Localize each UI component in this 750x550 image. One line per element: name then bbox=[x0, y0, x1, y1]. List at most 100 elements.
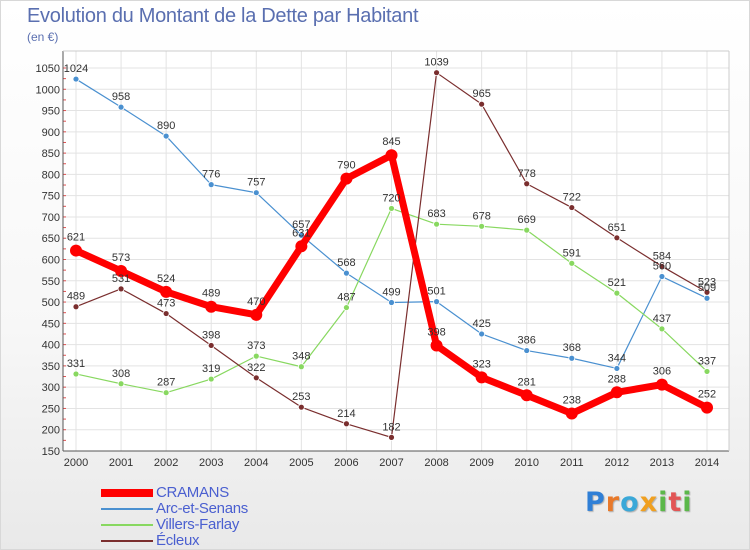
data-point-villers-farlay bbox=[117, 380, 125, 388]
data-label-ecleux: 489 bbox=[67, 291, 85, 303]
data-point-cramans bbox=[115, 264, 128, 277]
data-point-cramans bbox=[475, 371, 488, 384]
data-label-arc-et-senans: 890 bbox=[157, 120, 175, 132]
data-label-arc-et-senans: 776 bbox=[202, 169, 220, 181]
data-point-arc-et-senans bbox=[658, 273, 666, 280]
data-point-villers-farlay bbox=[703, 368, 711, 375]
data-label-ecleux: 531 bbox=[112, 273, 130, 285]
data-point-ecleux bbox=[523, 180, 531, 188]
data-label-ecleux: 253 bbox=[292, 391, 310, 403]
data-point-ecleux bbox=[252, 374, 260, 382]
data-point-villers-farlay bbox=[162, 389, 170, 397]
data-label-ecleux: 523 bbox=[698, 276, 716, 288]
x-tick-label: 2009 bbox=[469, 457, 493, 469]
y-tick-label: 900 bbox=[42, 127, 60, 139]
data-label-cramans: 252 bbox=[698, 389, 716, 401]
data-label-arc-et-senans: 657 bbox=[292, 219, 310, 231]
data-label-arc-et-senans: 560 bbox=[653, 261, 671, 273]
data-point-ecleux bbox=[297, 403, 305, 411]
chart-subtitle: (en €) bbox=[27, 30, 59, 44]
data-point-ecleux bbox=[117, 285, 125, 293]
x-tick-label: 2002 bbox=[154, 457, 178, 469]
data-point-cramans bbox=[205, 300, 218, 313]
y-tick-label: 1000 bbox=[36, 84, 60, 96]
y-tick-label: 600 bbox=[42, 255, 60, 267]
data-point-ecleux bbox=[433, 69, 440, 77]
data-point-ecleux bbox=[72, 303, 80, 311]
data-label-cramans: 790 bbox=[337, 160, 355, 172]
data-point-ecleux bbox=[478, 100, 486, 108]
logo-letter: r bbox=[605, 487, 621, 518]
data-label-cramans: 281 bbox=[518, 376, 536, 388]
y-tick-label: 350 bbox=[42, 361, 60, 373]
data-label-arc-et-senans: 425 bbox=[472, 318, 490, 330]
legend-swatch bbox=[101, 540, 153, 542]
data-point-arc-et-senans bbox=[72, 75, 80, 83]
y-tick-label: 700 bbox=[42, 212, 60, 224]
data-label-cramans: 573 bbox=[112, 252, 130, 264]
y-tick-label: 450 bbox=[42, 318, 60, 330]
legend-label: Villers-Farlay bbox=[156, 516, 240, 533]
data-point-arc-et-senans bbox=[343, 269, 350, 277]
data-label-cramans: 631 bbox=[292, 227, 310, 239]
data-label-cramans: 621 bbox=[67, 232, 85, 244]
legend-swatch bbox=[101, 508, 153, 510]
data-label-ecleux: 398 bbox=[202, 329, 220, 341]
y-tick-label: 850 bbox=[42, 148, 60, 160]
y-tick-label: 750 bbox=[42, 191, 60, 203]
data-point-ecleux bbox=[613, 234, 621, 242]
data-point-ecleux bbox=[658, 262, 666, 270]
y-tick-label: 650 bbox=[42, 233, 60, 245]
data-point-arc-et-senans bbox=[433, 298, 440, 306]
data-point-arc-et-senans bbox=[207, 181, 215, 189]
data-label-villers-farlay: 287 bbox=[157, 377, 175, 389]
data-point-cramans bbox=[430, 339, 443, 352]
legend-label: Écleux bbox=[156, 532, 200, 549]
data-point-arc-et-senans bbox=[703, 294, 711, 302]
data-label-villers-farlay: 669 bbox=[518, 214, 536, 226]
data-label-arc-et-senans: 509 bbox=[698, 282, 716, 294]
data-label-cramans: 398 bbox=[427, 326, 445, 338]
data-label-ecleux: 1039 bbox=[424, 57, 448, 69]
data-point-arc-et-senans bbox=[478, 330, 486, 338]
data-point-villers-farlay bbox=[613, 289, 621, 297]
data-label-cramans: 470 bbox=[247, 296, 265, 308]
data-point-cramans bbox=[160, 285, 173, 298]
data-label-ecleux: 722 bbox=[563, 192, 581, 204]
data-label-ecleux: 473 bbox=[157, 298, 175, 310]
data-label-arc-et-senans: 958 bbox=[112, 91, 130, 103]
data-label-villers-farlay: 678 bbox=[472, 210, 490, 222]
y-tick-label: 150 bbox=[42, 446, 60, 458]
y-tick-label: 950 bbox=[42, 106, 60, 118]
data-point-ecleux bbox=[162, 310, 170, 317]
legend-swatch bbox=[101, 524, 153, 526]
logo-letter: i bbox=[658, 487, 669, 518]
data-point-villers-farlay bbox=[343, 304, 350, 311]
data-label-ecleux: 965 bbox=[472, 88, 490, 100]
data-label-arc-et-senans: 386 bbox=[518, 335, 536, 347]
data-label-villers-farlay: 683 bbox=[427, 208, 445, 220]
data-label-cramans: 489 bbox=[202, 288, 220, 300]
logo-letter: P bbox=[585, 487, 606, 518]
data-label-ecleux: 651 bbox=[608, 222, 626, 234]
data-point-ecleux bbox=[703, 288, 711, 296]
data-label-cramans: 845 bbox=[382, 136, 400, 148]
data-point-cramans bbox=[295, 240, 308, 253]
data-point-villers-farlay bbox=[478, 222, 486, 230]
data-label-villers-farlay: 720 bbox=[382, 192, 400, 204]
data-label-villers-farlay: 437 bbox=[653, 313, 671, 325]
x-tick-label: 2003 bbox=[199, 457, 223, 469]
data-label-arc-et-senans: 344 bbox=[608, 352, 626, 364]
x-tick-label: 2013 bbox=[650, 457, 674, 469]
data-label-arc-et-senans: 1024 bbox=[64, 63, 88, 75]
data-label-arc-et-senans: 757 bbox=[247, 177, 265, 189]
data-point-cramans bbox=[385, 149, 398, 162]
data-label-villers-farlay: 319 bbox=[202, 363, 220, 375]
x-tick-label: 2011 bbox=[560, 457, 584, 469]
data-point-villers-farlay bbox=[297, 363, 305, 371]
data-label-arc-et-senans: 499 bbox=[382, 286, 400, 298]
data-label-ecleux: 322 bbox=[247, 362, 265, 374]
data-point-cramans bbox=[340, 172, 353, 185]
y-tick-label: 300 bbox=[42, 382, 60, 394]
